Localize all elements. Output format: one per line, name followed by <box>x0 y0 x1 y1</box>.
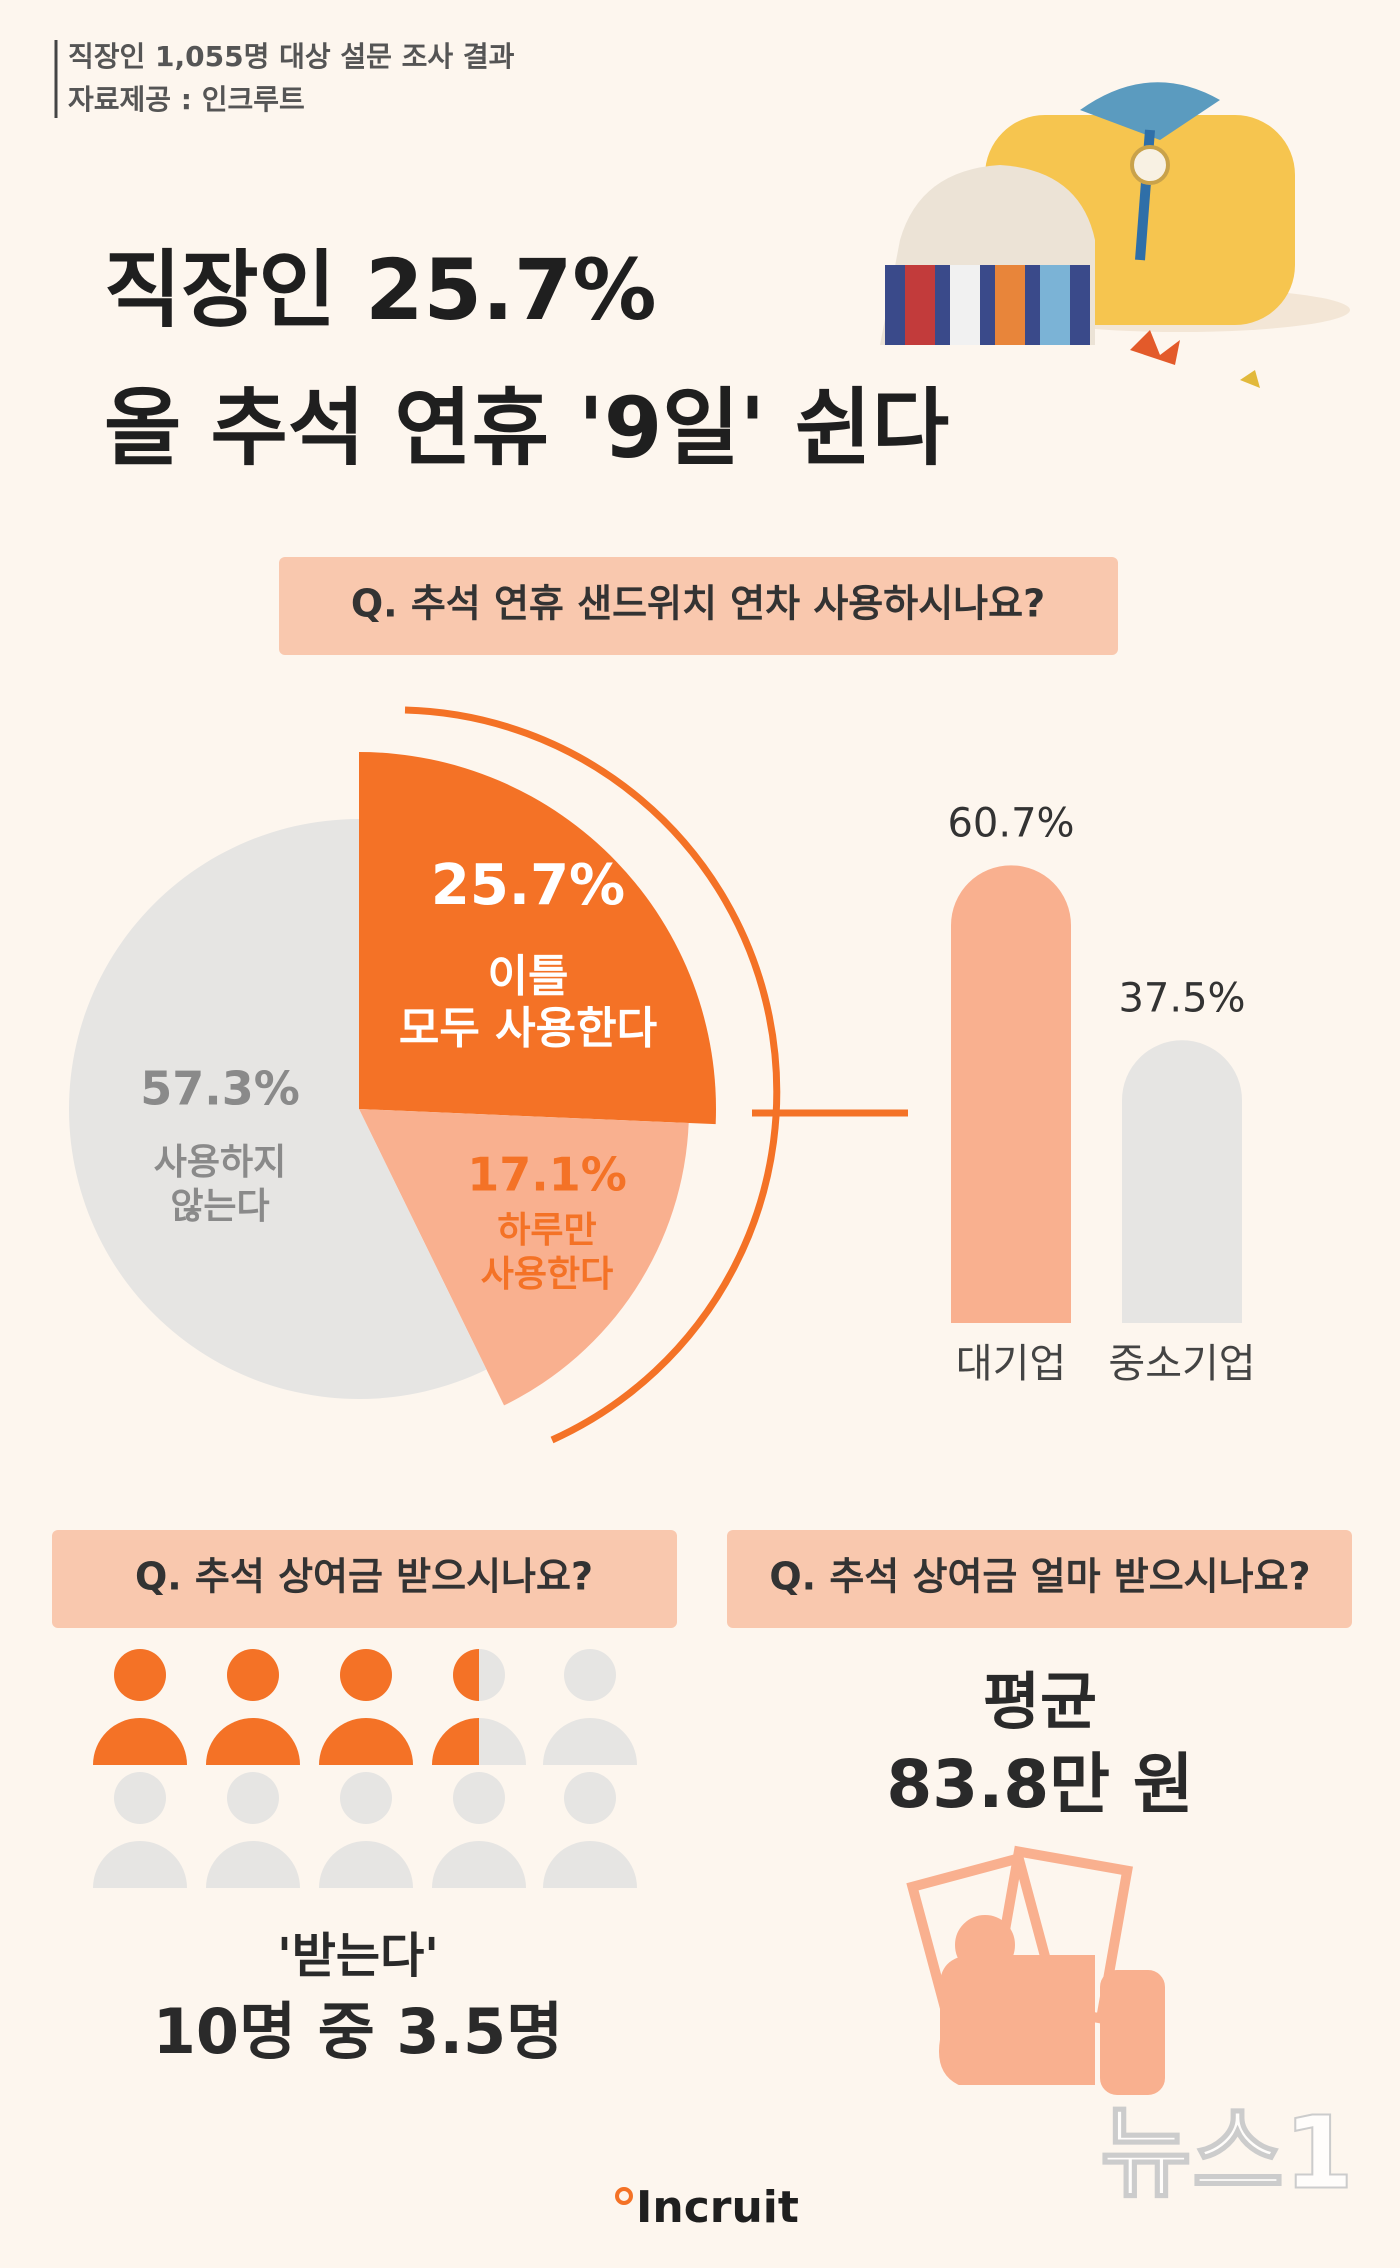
title-line: 올 추석 연휴 '9일' 쉰다 <box>104 379 949 477</box>
question: Q. 추석 연휴 샌드위치 연차 사용하시나요? <box>351 582 1045 626</box>
person-icon <box>206 1772 300 1888</box>
person-body <box>543 1718 637 1765</box>
bracket-arc <box>404 706 781 1444</box>
pie-slice <box>69 819 487 1399</box>
category-label: 중소기업 <box>1108 1341 1255 1387</box>
person-body <box>93 1841 187 1888</box>
question: Q. 추석 상여금 얼마 받으시나요? <box>769 1555 1310 1599</box>
person-head <box>340 1649 392 1701</box>
category-label: 하루만 사용한다 <box>481 1210 613 1295</box>
person-body <box>432 1718 479 1765</box>
person-body <box>206 1841 300 1888</box>
title-line: 직장인 25.7% <box>104 241 657 339</box>
category-label: 이틀 모두 사용한다 <box>399 951 657 1054</box>
person-head <box>564 1649 616 1701</box>
category-label: 대기업 <box>956 1341 1066 1387</box>
person-icon <box>93 1772 187 1888</box>
category-label: 사용하지 않는다 <box>154 1142 286 1227</box>
pie-slice <box>359 752 716 1125</box>
person-body <box>93 1718 187 1765</box>
value-label: 57.3% <box>140 1062 300 1116</box>
value-label: 17.1% <box>467 1148 627 1202</box>
bar <box>1122 1040 1242 1323</box>
amount-line: 평균 <box>983 1665 1097 1738</box>
value-label: 37.5% <box>1118 975 1245 1021</box>
watermark: 뉴스1 <box>1100 2094 1354 2211</box>
person-icon-filled <box>206 1649 300 1765</box>
logo-mark <box>615 2187 633 2205</box>
header-line: 자료제공 : 인크루트 <box>68 83 305 116</box>
money-illustration <box>906 1845 1165 2095</box>
pictogram-subtitle: '받는다' <box>277 1928 439 1984</box>
person-icon <box>319 1772 413 1888</box>
person-icon-filled <box>432 1649 479 1765</box>
question-box <box>52 1530 677 1628</box>
question: Q. 추석 상여금 받으시나요? <box>135 1555 593 1599</box>
person-icon <box>432 1772 526 1888</box>
person-icon-filled <box>93 1649 187 1765</box>
question-box <box>279 557 1118 655</box>
pie-slice <box>359 1109 689 1406</box>
person-icon <box>543 1649 637 1765</box>
person-body <box>432 1841 526 1888</box>
person-head <box>114 1649 166 1701</box>
bar <box>951 865 1071 1323</box>
value-label: 25.7% <box>431 853 625 918</box>
person-head <box>453 1772 505 1824</box>
person-head <box>453 1649 479 1701</box>
pictogram-label: 10명 중 3.5명 <box>153 1995 563 2068</box>
person-body <box>206 1718 300 1765</box>
person-head <box>340 1772 392 1824</box>
person-head <box>114 1772 166 1824</box>
person-head <box>227 1772 279 1824</box>
question-box <box>727 1530 1352 1628</box>
person-head <box>227 1649 279 1701</box>
amount-line: 83.8만 원 <box>886 1746 1193 1823</box>
person-head <box>564 1772 616 1824</box>
person-body <box>543 1841 637 1888</box>
person-icon <box>543 1772 637 1888</box>
header-line: 직장인 1,055명 대상 설문 조사 결과 <box>68 40 515 73</box>
person-body <box>319 1841 413 1888</box>
value-label: 60.7% <box>947 800 1074 846</box>
gift-illustration <box>880 82 1350 388</box>
logo: Incruit <box>636 2182 799 2233</box>
person-icon-filled <box>319 1649 413 1765</box>
person-body <box>319 1718 413 1765</box>
